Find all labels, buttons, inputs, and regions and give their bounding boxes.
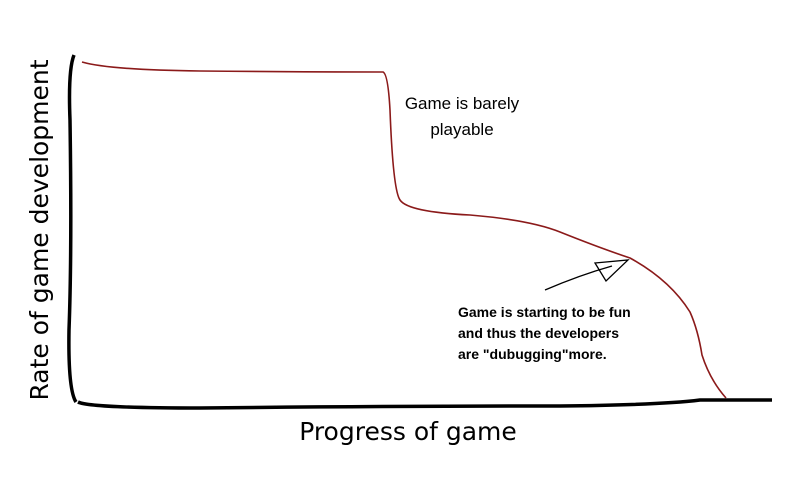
x-axis-label: Progress of game	[299, 417, 517, 446]
annotation: Game is barely	[405, 94, 520, 113]
x-axis	[77, 398, 772, 410]
annotation: Game is starting to be fun	[458, 304, 631, 320]
annotation: are "dubugging"more.	[458, 346, 607, 362]
arrow	[544, 259, 630, 291]
curve	[81, 61, 727, 399]
annotation: and thus the developers	[458, 325, 619, 341]
y-axis	[67, 54, 78, 403]
annotation: playable	[430, 120, 493, 139]
y-axis-label: Rate of game development	[25, 59, 54, 400]
